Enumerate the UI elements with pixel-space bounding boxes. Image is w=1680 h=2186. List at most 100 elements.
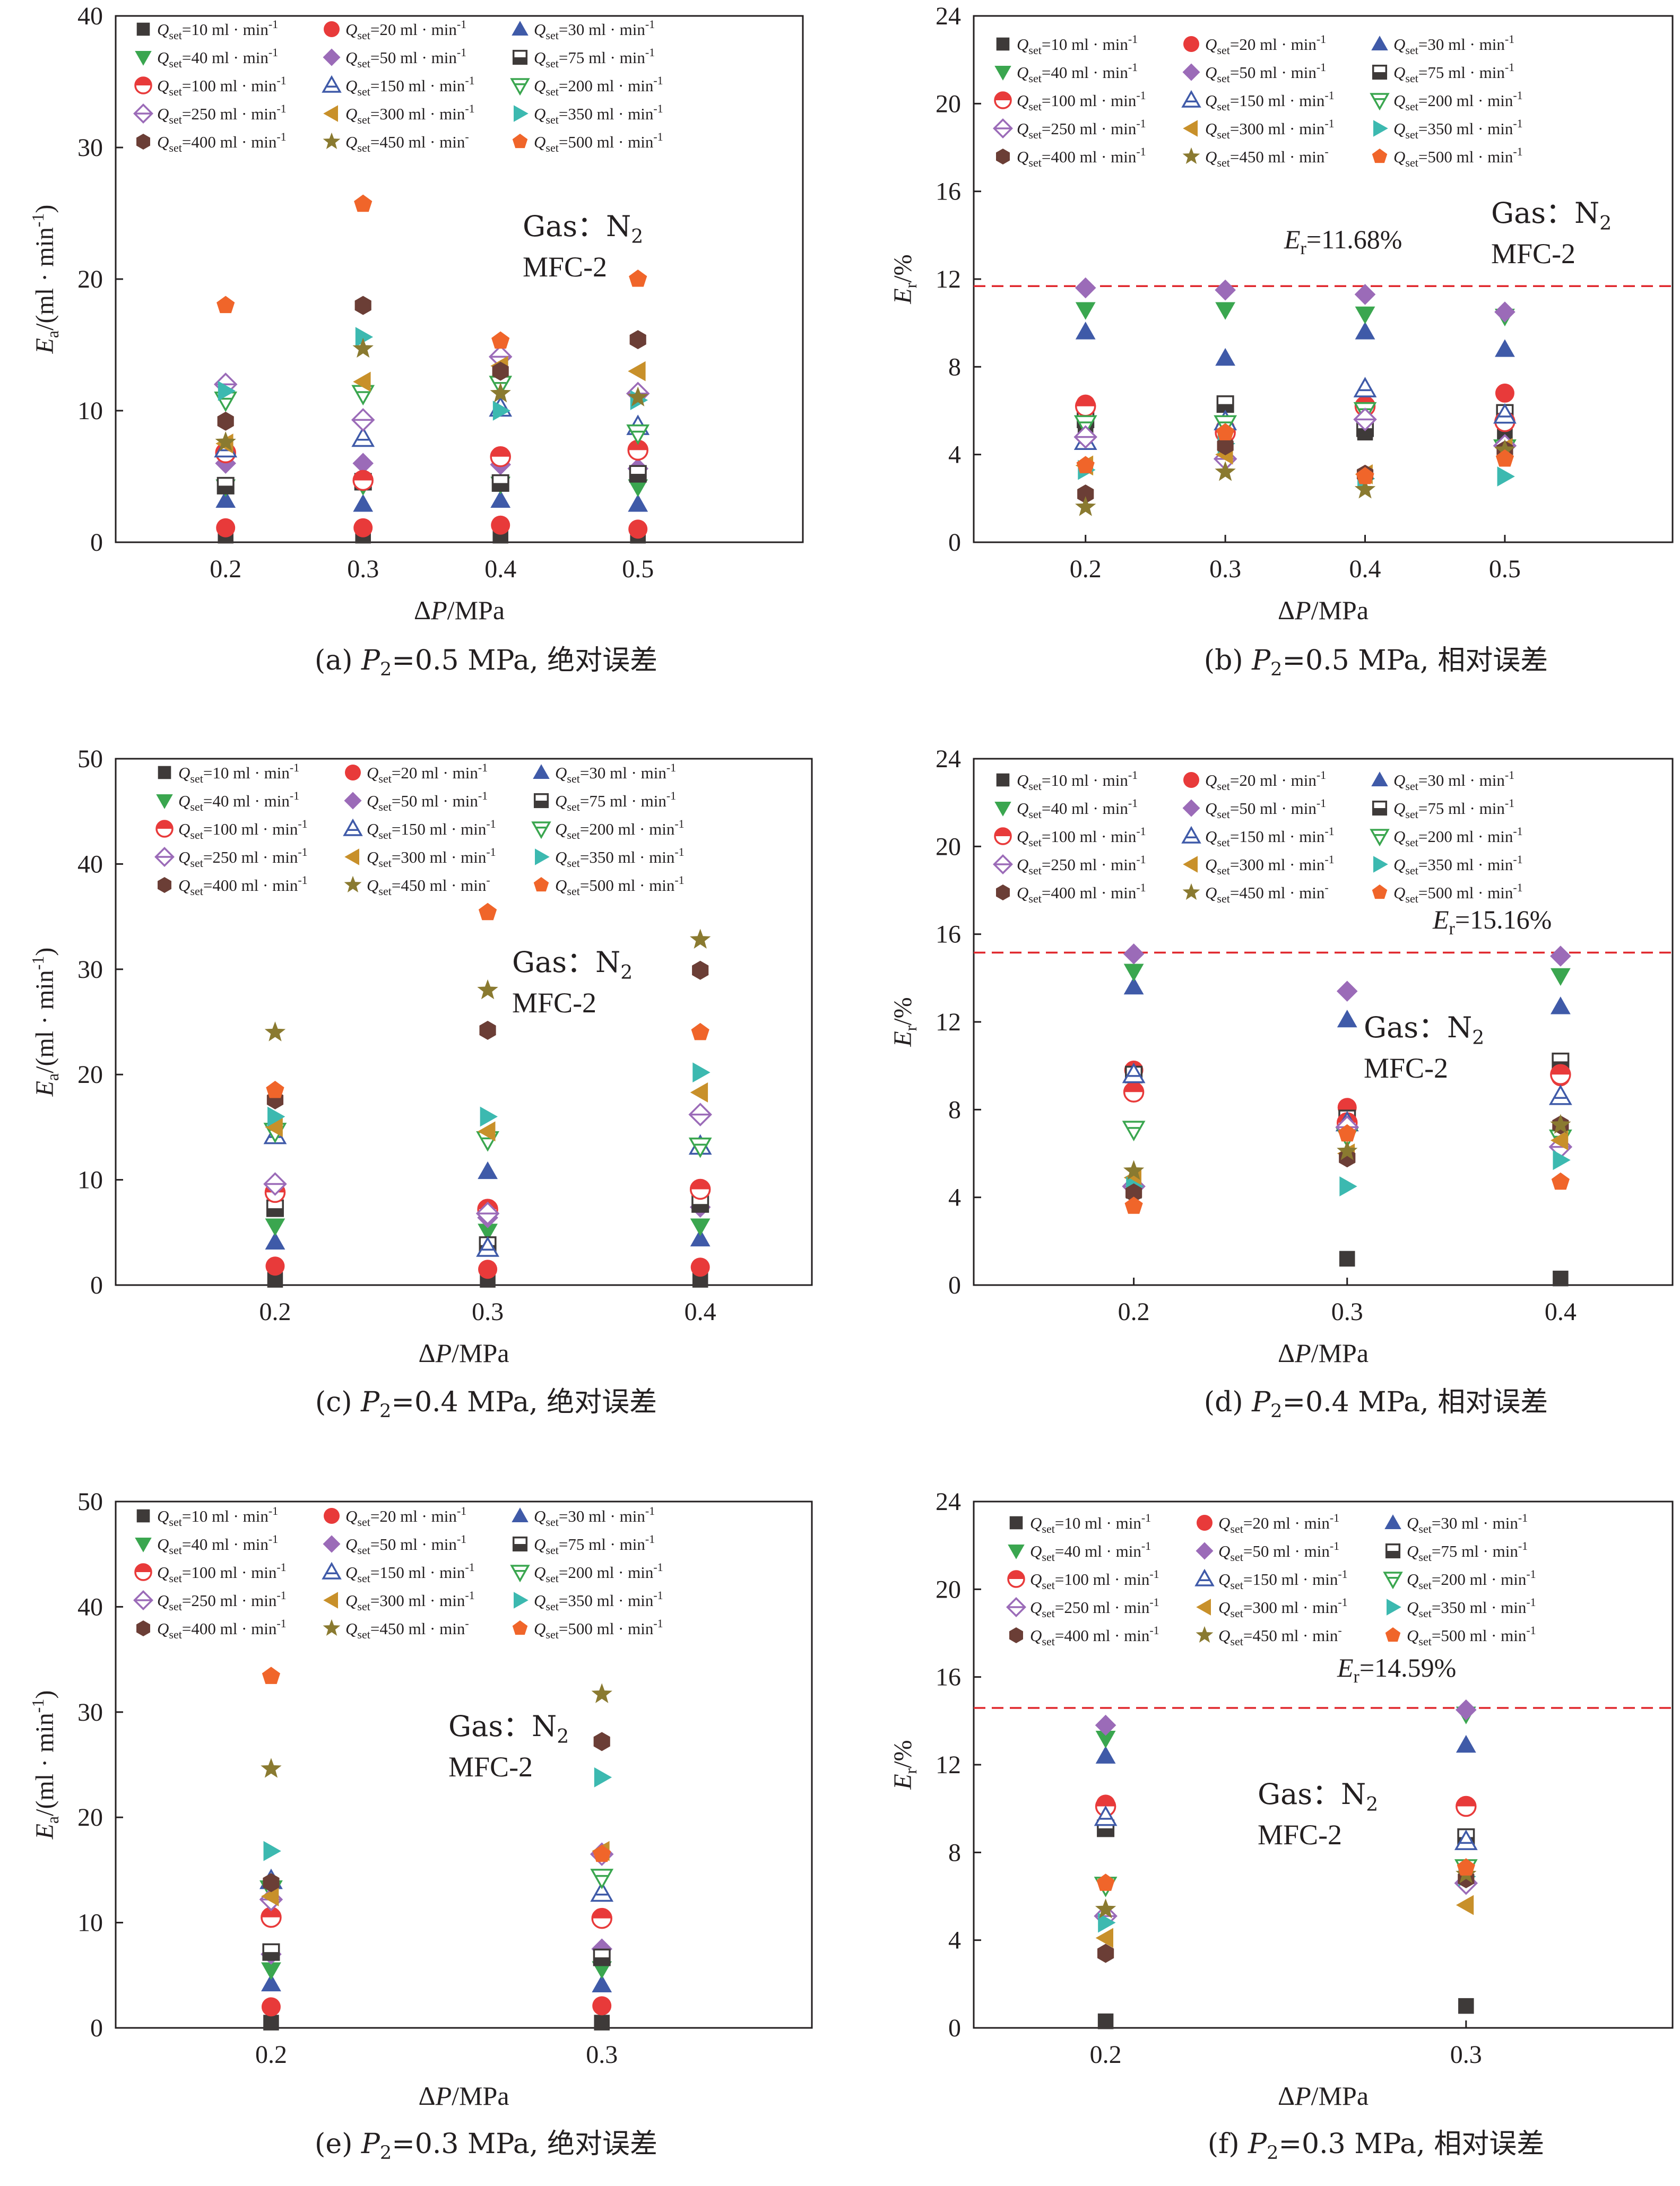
y-tick-label: 10 (77, 1909, 103, 1937)
data-point (262, 1943, 280, 1961)
legend: Qset=10 ml · min-1 Qset=20 ml · min-1 Qset… (993, 768, 1523, 905)
data-point (1098, 1912, 1116, 1933)
legend-marker (322, 1562, 342, 1580)
legend-marker (510, 1565, 530, 1583)
data-point (1215, 279, 1236, 301)
legend-marker (134, 76, 152, 94)
legend-label: Qset=40 ml · min-1 (1030, 1539, 1151, 1564)
legend-label: Qset=350 ml · min-1 (1407, 1595, 1536, 1620)
y-tick-label: 16 (936, 178, 961, 206)
data-point (352, 337, 374, 358)
legend-item: Qset=200 ml · min-1 (1370, 825, 1523, 849)
legend-item: Qset=10 ml · min-1 (136, 1504, 278, 1529)
data-points (1122, 943, 1573, 1287)
data-point (688, 1137, 712, 1158)
legend-label: Qset=20 ml · min-1 (345, 18, 466, 42)
legend-item: Qset=200 ml · min-1 (1370, 89, 1523, 113)
x-tick-label: 0.2 (210, 555, 241, 583)
legend-marker (1007, 1570, 1025, 1588)
legend-item: Qset=300 ml · min-1 (323, 1589, 475, 1613)
legend-label: Qset=200 ml · min-1 (1407, 1567, 1536, 1592)
data-point (1075, 277, 1096, 299)
legend-label: Qset=450 ml · min- (345, 1617, 469, 1641)
data-point (475, 1201, 500, 1226)
legend-item: Qset=50 ml · min-1 (1196, 1539, 1339, 1564)
legend-item: Qset=300 ml · min-1 (344, 845, 496, 870)
data-point (216, 518, 236, 537)
legend-marker (323, 105, 338, 122)
data-point (477, 979, 498, 1000)
data-point (1548, 1085, 1572, 1105)
legend-item: Qset=500 ml · min-1 (533, 873, 685, 898)
data-point (1355, 322, 1375, 340)
legend-label: Qset=10 ml · min-1 (178, 761, 299, 785)
legend: Qset=10 ml · min-1 Qset=20 ml · min-1 Qset… (993, 32, 1523, 169)
y-tick-label: 0 (948, 2014, 961, 2042)
data-point (1354, 284, 1376, 305)
legend-item: Qset=200 ml · min-1 (1383, 1567, 1536, 1592)
y-tick-label: 24 (936, 1488, 961, 1516)
legend-marker (1196, 1599, 1211, 1616)
legend-marker (1197, 1515, 1213, 1531)
legend-item: Qset=10 ml · min-1 (136, 18, 278, 42)
legend: Qset=10 ml · min-1 Qset=20 ml · min-1 Qset… (154, 761, 685, 898)
data-point (1336, 981, 1358, 1002)
x-tick-label: 0.3 (1209, 555, 1241, 583)
x-tick-label: 0.3 (472, 1298, 504, 1326)
x-tick-label: 0.4 (685, 1298, 716, 1326)
legend-item: Qset=400 ml · min-1 (136, 1617, 287, 1641)
legend-marker (1372, 884, 1388, 899)
data-point (267, 1106, 285, 1127)
legend-label: Qset=300 ml · min-1 (1205, 853, 1335, 877)
data-point (1095, 1714, 1116, 1736)
legend-marker (1194, 1568, 1215, 1586)
legend-label: Qset=300 ml · min-1 (367, 845, 496, 870)
legend-marker (996, 884, 1010, 900)
legend-marker (1181, 826, 1201, 844)
data-point (1075, 496, 1096, 516)
data-point (688, 1103, 712, 1126)
data-point (1356, 467, 1374, 484)
legend-label: Qset=50 ml · min-1 (1205, 796, 1326, 821)
legend-marker (512, 1507, 529, 1522)
legend-item: Qset=40 ml · min-1 (135, 1532, 278, 1557)
legend-marker (994, 91, 1012, 109)
legend-item: Qset=50 ml · min-1 (344, 789, 488, 813)
x-tick-label: 0.5 (622, 555, 654, 583)
legend-label: Qset=150 ml · min-1 (345, 74, 475, 98)
legend-item: Qset=500 ml · min-1 (1372, 881, 1523, 905)
legend-item: Qset=100 ml · min-1 (134, 1560, 287, 1585)
data-point (690, 1082, 708, 1103)
data-point (591, 1907, 612, 1929)
chart-panel-f: 0 4 8 12 16 20 24 0.2 0.3 ΔP/MPa Er/% Er=14.59% Qset… (889, 1488, 1674, 2164)
legend-item: Qset=350 ml · min-1 (514, 1589, 663, 1613)
threshold-label: Er=14.59% (1337, 1653, 1456, 1687)
data-point (690, 1218, 711, 1236)
legend-item: Qset=500 ml · min-1 (512, 130, 663, 154)
x-axis-label: ΔP/MPa (1278, 1338, 1369, 1368)
data-point (476, 1236, 499, 1257)
data-point (1123, 1160, 1145, 1180)
legend-label: Qset=10 ml · min-1 (157, 18, 278, 42)
data-point (626, 424, 650, 445)
legend-label: Qset=30 ml · min-1 (1393, 768, 1514, 793)
legend-item: Qset=30 ml · min-1 (512, 1504, 655, 1529)
data-point (590, 1881, 614, 1902)
data-point (265, 1256, 285, 1276)
legend-item: Qset=150 ml · min-1 (1194, 1567, 1348, 1592)
legend-marker (1373, 120, 1388, 137)
legend-item: Qset=40 ml · min-1 (1008, 1539, 1151, 1564)
legend-item: Qset=450 ml · min- (323, 130, 469, 154)
data-point (628, 494, 648, 512)
data-point (1493, 403, 1517, 424)
legend-label: Qset=400 ml · min-1 (157, 130, 287, 154)
legend-marker (1372, 64, 1388, 80)
data-point (1457, 1858, 1475, 1876)
legend-marker (1371, 36, 1388, 50)
data-point (590, 1869, 614, 1889)
legend-item: Qset=200 ml · min-1 (510, 74, 663, 98)
data-point (261, 1962, 281, 1980)
panel-caption: (d) P2=0.4 MPa, 相对误差 (1204, 1386, 1548, 1422)
legend-item: Qset=10 ml · min-1 (996, 32, 1138, 57)
data-point (1339, 1251, 1355, 1267)
